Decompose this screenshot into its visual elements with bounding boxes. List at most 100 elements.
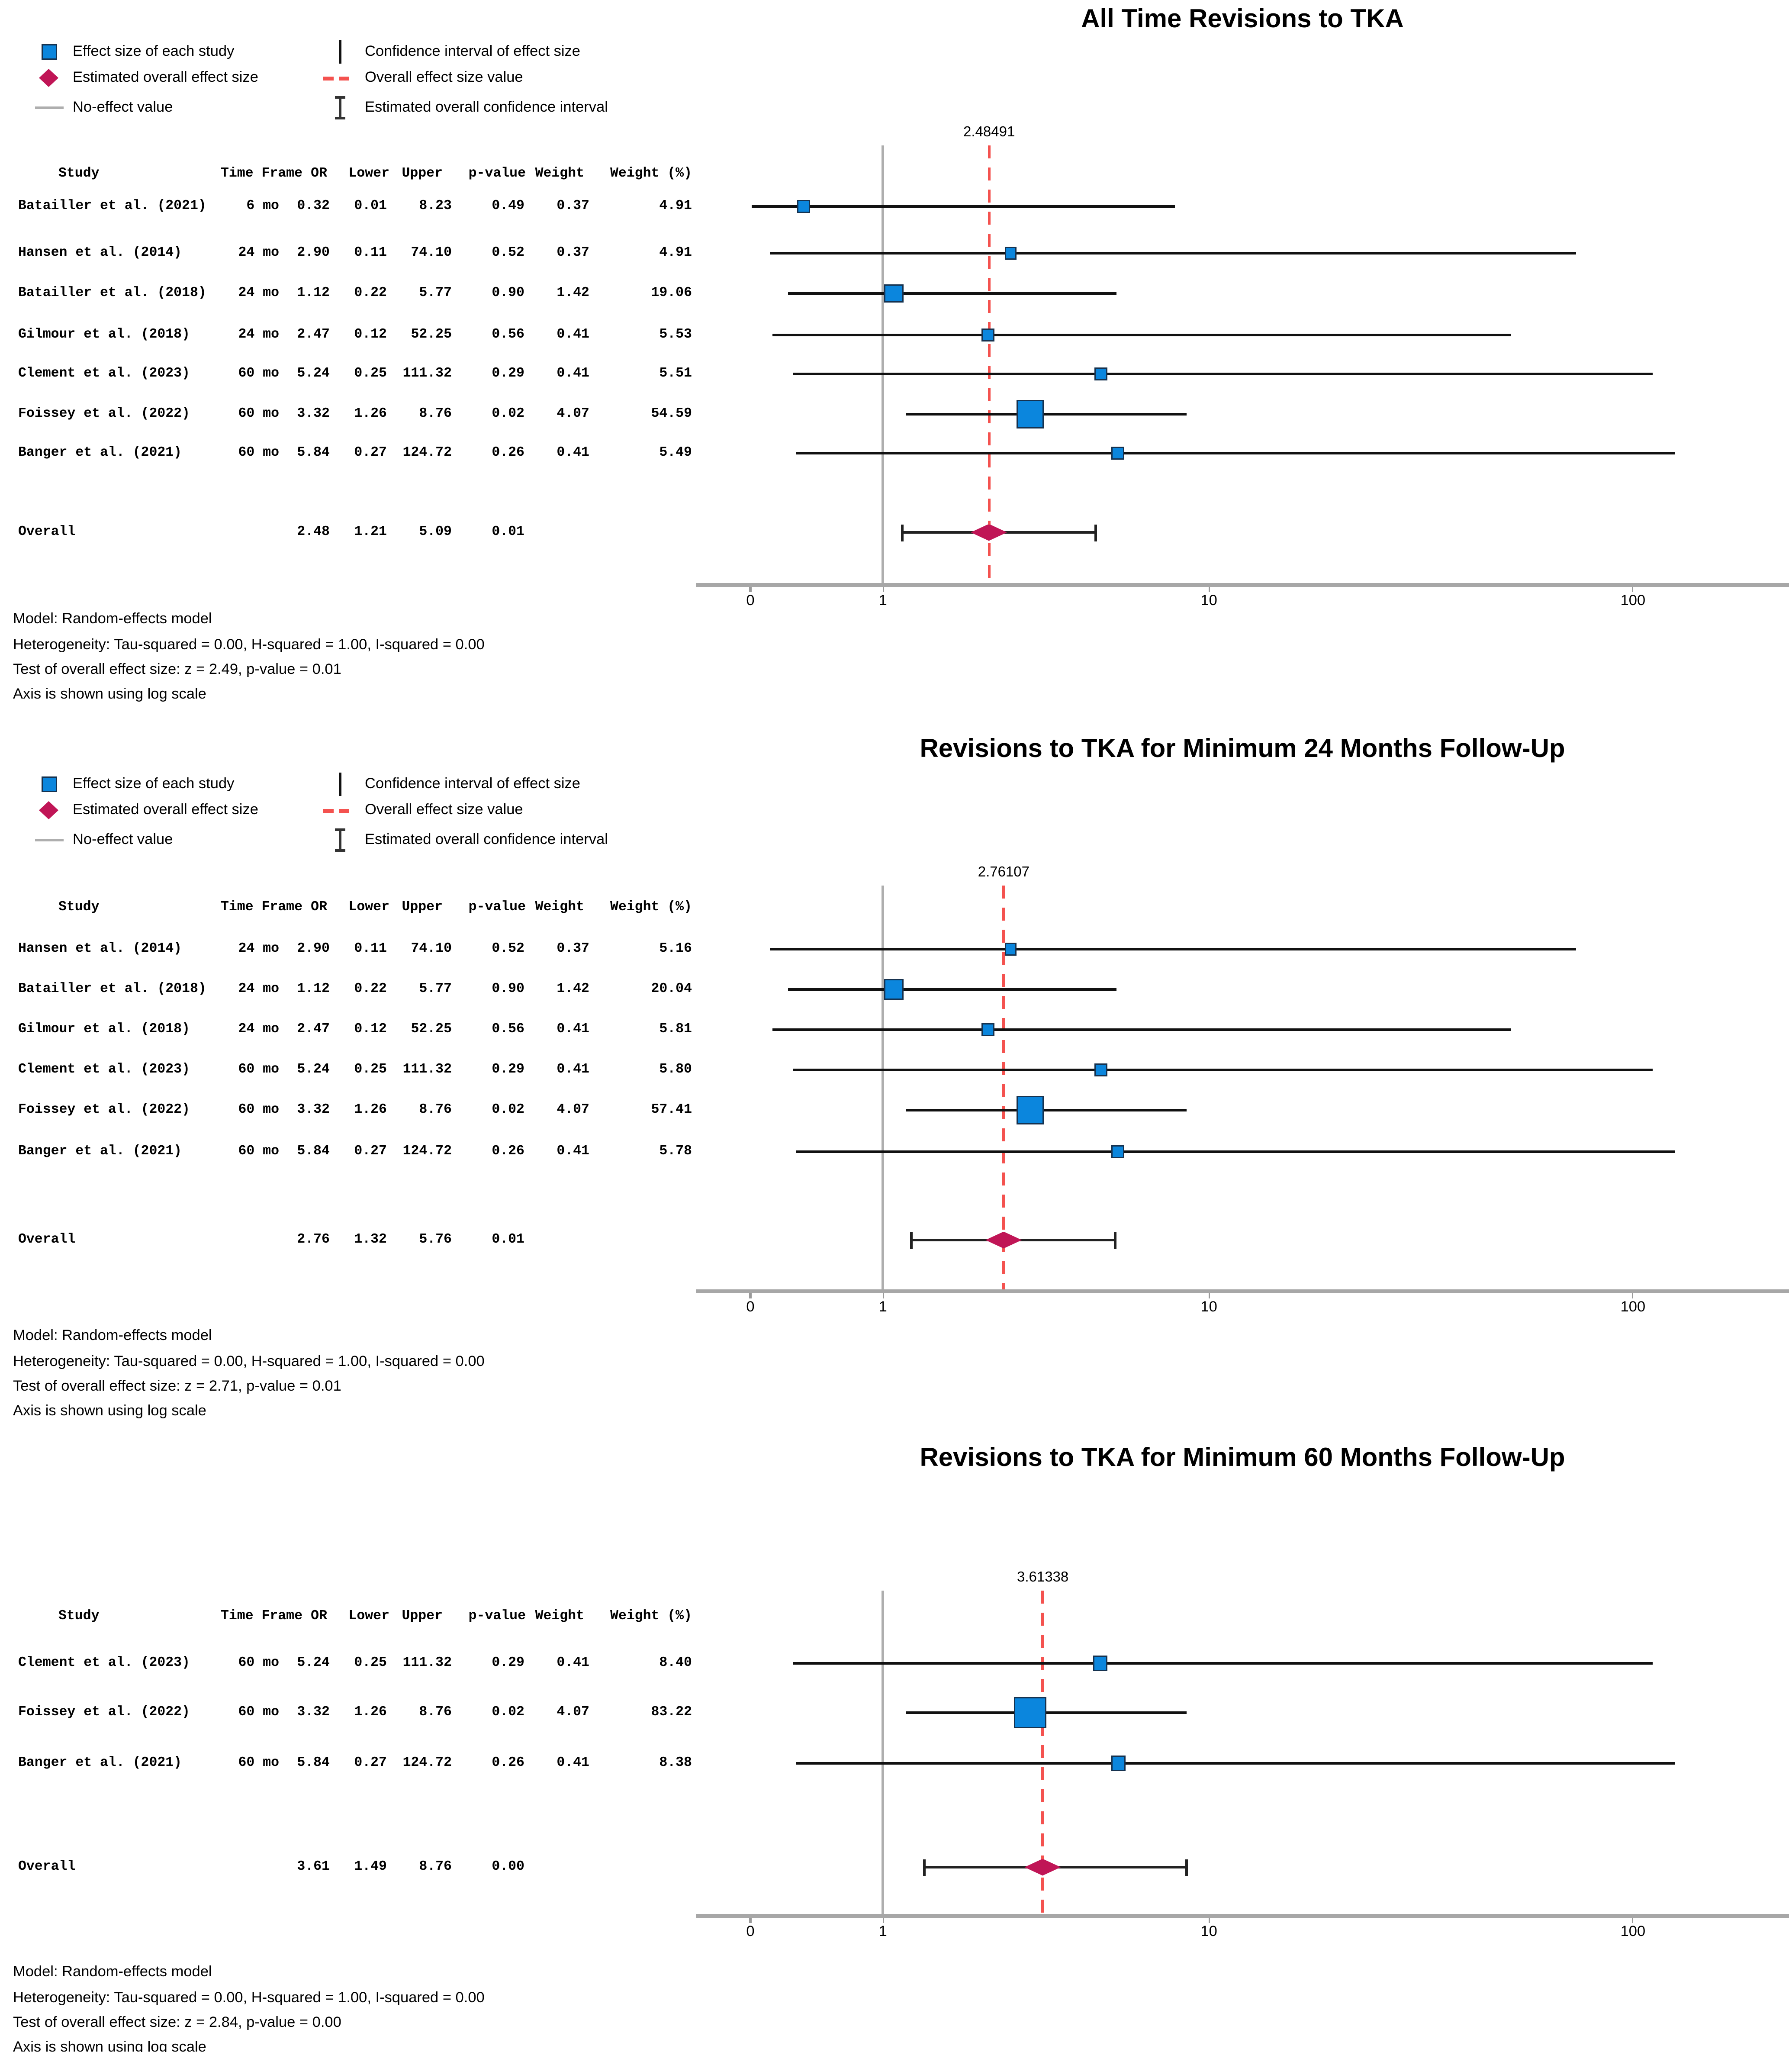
ci-line <box>770 947 1576 951</box>
ci-line <box>788 988 1116 991</box>
overall-ci-ibeam-icon <box>339 96 341 119</box>
model-note-line: Model: Random-effects model <box>13 1328 212 1344</box>
table-cell-time_frame: 60 mo <box>238 1756 279 1771</box>
overall-dash-icon <box>323 77 334 80</box>
x-axis-tick-label: 10 <box>1200 1924 1217 1940</box>
effect-size-marker <box>1014 1697 1046 1729</box>
table-cell-weight: 0.41 <box>557 1756 589 1771</box>
table-cell-time_frame: 24 mo <box>238 327 279 343</box>
table-cell-lower: 1.26 <box>354 1102 387 1118</box>
table-cell-weight: 0.41 <box>557 1062 589 1078</box>
legend-label: Effect size of each study <box>73 776 235 792</box>
ci-line <box>796 451 1675 455</box>
table-cell-upper: 124.72 <box>402 445 452 461</box>
table-header-lower: Lower <box>348 1609 389 1624</box>
table-cell-study: Foissey et al. (2022) <box>18 1102 190 1118</box>
table-cell-time_frame: 60 mo <box>238 1144 279 1160</box>
table-cell-p_value: 0.02 <box>492 1102 524 1118</box>
table-cell-or: 5.84 <box>297 1756 330 1771</box>
table-cell-study: Foissey et al. (2022) <box>18 406 190 422</box>
table-cell-overall-p_value: 0.01 <box>492 525 524 540</box>
x-axis-line <box>696 1914 1789 1918</box>
x-axis-line <box>696 1289 1789 1293</box>
ci-line <box>906 412 1186 416</box>
panel-title: Revisions to TKA for Minimum 60 Months F… <box>920 1444 1565 1472</box>
table-cell-time_frame: 24 mo <box>238 1022 279 1037</box>
table-cell-upper: 8.76 <box>419 1102 452 1118</box>
table-cell-study: Banger et al. (2021) <box>18 445 182 461</box>
table-cell-weight_pct: 8.40 <box>659 1656 692 1671</box>
x-axis-tick-label: 10 <box>1200 593 1217 609</box>
overall-diamond-marker <box>1024 1859 1061 1876</box>
table-cell-time_frame: 24 mo <box>238 941 279 957</box>
table-cell-weight_pct: 5.16 <box>659 941 692 957</box>
table-cell-weight_pct: 8.38 <box>659 1756 692 1771</box>
overall-ci-cap-right <box>1114 1231 1117 1249</box>
table-cell-or: 2.47 <box>297 327 330 343</box>
ci-line <box>793 1662 1654 1665</box>
overall-ci-cap-right <box>1184 1859 1187 1876</box>
model-note-line: Axis is shown using log scale <box>13 2040 206 2052</box>
table-cell-overall-or: 2.48 <box>297 525 330 540</box>
table-cell-or: 5.24 <box>297 1656 330 1671</box>
table-cell-upper: 124.72 <box>402 1144 452 1160</box>
effect-size-marker <box>884 979 904 999</box>
legend-label: No-effect value <box>73 100 173 116</box>
no-effect-line-icon <box>35 106 64 109</box>
x-axis-line <box>696 583 1789 587</box>
table-cell-lower: 0.12 <box>354 327 387 343</box>
table-cell-time_frame: 24 mo <box>238 286 279 301</box>
legend-label: Estimated overall effect size <box>73 70 258 86</box>
x-axis-tick-mark <box>1208 1918 1210 1923</box>
table-cell-lower: 0.25 <box>354 366 387 382</box>
ci-line <box>793 1068 1654 1072</box>
table-cell-study: Gilmour et al. (2018) <box>18 327 190 343</box>
model-note-line: Heterogeneity: Tau-squared = 0.00, H-squ… <box>13 1354 485 1370</box>
x-axis-tick-mark <box>750 1918 751 1923</box>
table-header-weight_pct: Weight (%) <box>610 900 692 915</box>
table-cell-weight: 0.41 <box>557 366 589 382</box>
model-note-line: Model: Random-effects model <box>13 1965 212 1980</box>
table-cell-or: 1.12 <box>297 286 330 301</box>
table-header-weight: Weight <box>535 900 584 915</box>
effect-size-marker <box>1110 1756 1126 1771</box>
table-cell-weight_pct: 5.80 <box>659 1062 692 1078</box>
table-cell-upper: 8.76 <box>419 406 452 422</box>
table-cell-study: Banger et al. (2021) <box>18 1144 182 1160</box>
effect-size-marker <box>981 329 995 341</box>
table-cell-overall-lower: 1.21 <box>354 525 387 540</box>
ci-line <box>770 251 1576 255</box>
table-header-or: OR <box>311 166 327 182</box>
table-cell-upper: 124.72 <box>402 1756 452 1771</box>
table-header-study: Study <box>58 166 100 182</box>
effect-size-square-icon <box>42 776 57 792</box>
table-cell-weight_pct: 5.49 <box>659 445 692 461</box>
table-cell-overall-p_value: 0.00 <box>492 1859 524 1875</box>
table-cell-weight_pct: 57.41 <box>651 1102 692 1118</box>
x-axis-tick-mark <box>882 1918 884 1923</box>
overall-value-label: 3.61338 <box>1017 1570 1069 1585</box>
table-cell-lower: 0.27 <box>354 1144 387 1160</box>
x-axis-tick-label: 100 <box>1620 1300 1646 1315</box>
model-note-line: Heterogeneity: Tau-squared = 0.00, H-squ… <box>13 638 485 653</box>
effect-size-marker <box>1094 1063 1107 1077</box>
table-cell-time_frame: 60 mo <box>238 406 279 422</box>
table-header-upper: Upper <box>402 1609 443 1624</box>
table-cell-upper: 52.25 <box>411 1022 452 1037</box>
table-header-weight: Weight <box>535 1609 584 1624</box>
table-cell-weight: 0.41 <box>557 327 589 343</box>
ci-line <box>793 372 1654 376</box>
table-cell-weight: 1.42 <box>557 286 589 301</box>
effect-size-marker <box>797 200 810 213</box>
table-cell-or: 2.90 <box>297 941 330 957</box>
table-cell-p_value: 0.49 <box>492 199 524 214</box>
table-cell-time_frame: 6 mo <box>246 199 279 214</box>
table-cell-weight_pct: 5.53 <box>659 327 692 343</box>
table-cell-overall-or: 2.76 <box>297 1232 330 1248</box>
x-axis-tick-mark <box>1632 1293 1634 1298</box>
overall-diamond-icon <box>39 69 58 87</box>
table-cell-or: 3.32 <box>297 1102 330 1118</box>
table-cell-weight: 1.42 <box>557 982 589 997</box>
table-header-or: OR <box>311 900 327 915</box>
table-cell-lower: 0.11 <box>354 245 387 261</box>
